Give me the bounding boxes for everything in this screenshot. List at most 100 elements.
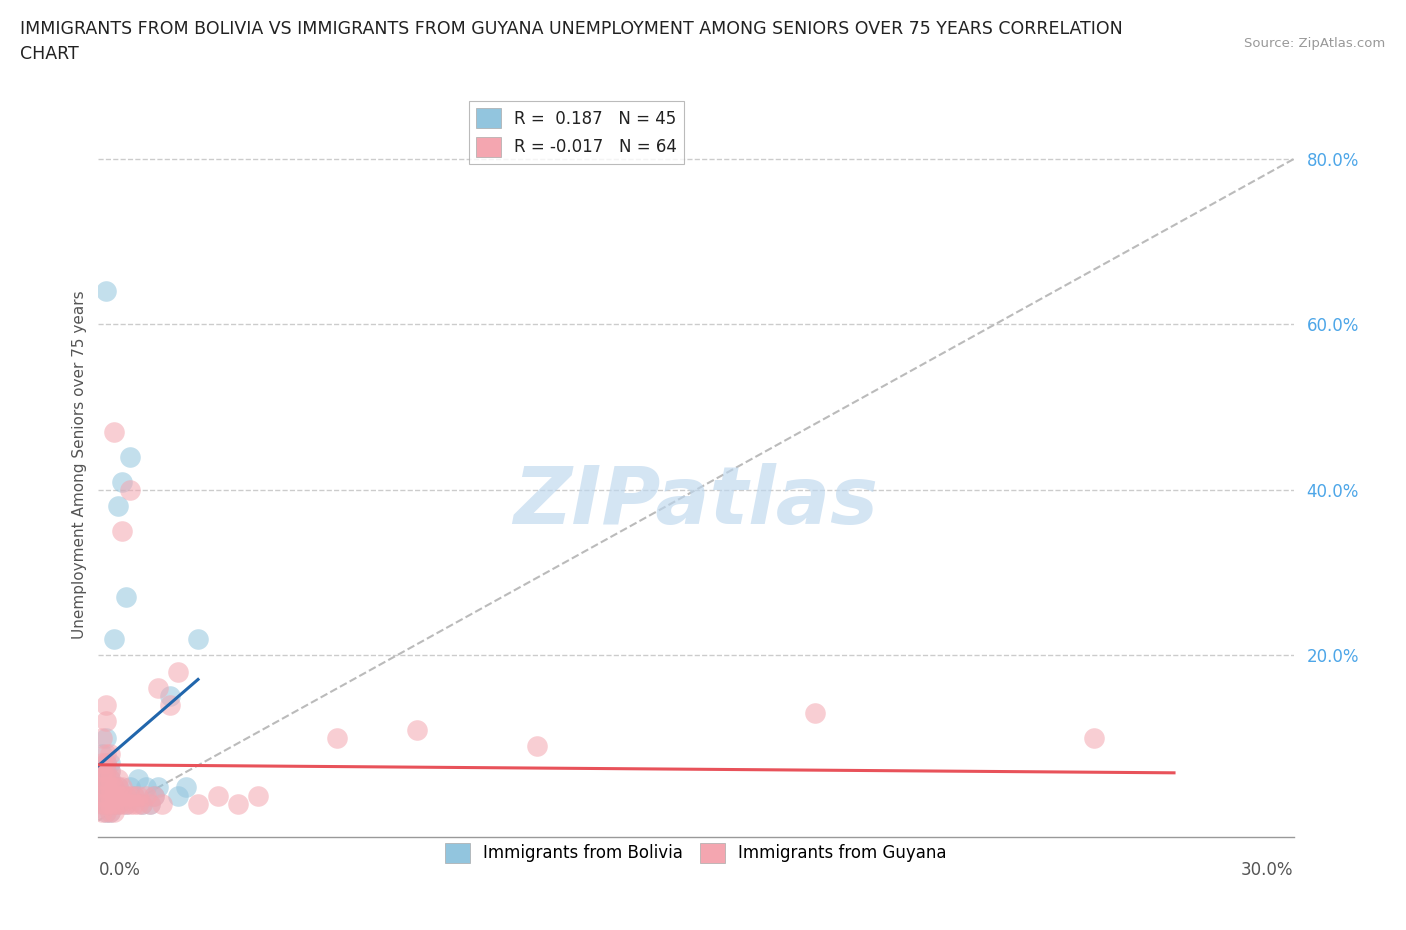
Point bbox=[167, 789, 190, 804]
Point bbox=[111, 789, 134, 804]
Point bbox=[107, 772, 129, 787]
Point bbox=[111, 780, 134, 795]
Point bbox=[115, 789, 138, 804]
Point bbox=[91, 772, 114, 787]
Point bbox=[91, 780, 114, 795]
Point bbox=[226, 796, 249, 811]
Point bbox=[124, 796, 146, 811]
Text: ZIPatlas: ZIPatlas bbox=[513, 463, 879, 541]
Point bbox=[207, 789, 229, 804]
Point bbox=[96, 789, 118, 804]
Point bbox=[120, 483, 142, 498]
Point bbox=[98, 764, 122, 778]
Point bbox=[98, 789, 122, 804]
Point bbox=[111, 796, 134, 811]
Point bbox=[148, 780, 170, 795]
Point bbox=[96, 789, 118, 804]
Point bbox=[135, 789, 157, 804]
Point bbox=[98, 755, 122, 770]
Point bbox=[98, 804, 122, 819]
Point bbox=[135, 780, 157, 795]
Point bbox=[115, 796, 138, 811]
Point bbox=[98, 764, 122, 778]
Point bbox=[107, 780, 129, 795]
Point bbox=[98, 772, 122, 787]
Point bbox=[91, 789, 114, 804]
Point bbox=[96, 780, 118, 795]
Point bbox=[96, 755, 118, 770]
Point bbox=[148, 681, 170, 696]
Point bbox=[131, 796, 153, 811]
Text: Source: ZipAtlas.com: Source: ZipAtlas.com bbox=[1244, 37, 1385, 50]
Point bbox=[96, 780, 118, 795]
Point bbox=[96, 714, 118, 729]
Point bbox=[143, 789, 166, 804]
Point bbox=[91, 764, 114, 778]
Point bbox=[103, 780, 125, 795]
Point bbox=[96, 747, 118, 762]
Point bbox=[98, 796, 122, 811]
Point bbox=[124, 789, 146, 804]
Point bbox=[98, 804, 122, 819]
Point bbox=[103, 631, 125, 646]
Point bbox=[103, 796, 125, 811]
Point bbox=[246, 789, 269, 804]
Point bbox=[120, 780, 142, 795]
Point bbox=[326, 730, 349, 745]
Point bbox=[96, 698, 118, 712]
Point bbox=[96, 796, 118, 811]
Point bbox=[96, 772, 118, 787]
Point bbox=[526, 738, 548, 753]
Point bbox=[96, 804, 118, 819]
Point bbox=[103, 789, 125, 804]
Point bbox=[98, 772, 122, 787]
Point bbox=[159, 689, 181, 704]
Point bbox=[103, 424, 125, 439]
Point bbox=[127, 789, 149, 804]
Text: CHART: CHART bbox=[20, 45, 79, 62]
Point bbox=[96, 764, 118, 778]
Point bbox=[107, 780, 129, 795]
Point bbox=[107, 498, 129, 513]
Point bbox=[115, 590, 138, 604]
Point bbox=[111, 524, 134, 538]
Point bbox=[91, 804, 114, 819]
Point bbox=[103, 789, 125, 804]
Point bbox=[120, 796, 142, 811]
Point bbox=[98, 796, 122, 811]
Point bbox=[804, 706, 827, 721]
Point bbox=[107, 789, 129, 804]
Point bbox=[127, 796, 149, 811]
Point bbox=[96, 772, 118, 787]
Point bbox=[96, 730, 118, 745]
Point bbox=[98, 789, 122, 804]
Point bbox=[187, 796, 209, 811]
Point bbox=[96, 804, 118, 819]
Point bbox=[120, 449, 142, 464]
Point bbox=[103, 804, 125, 819]
Text: IMMIGRANTS FROM BOLIVIA VS IMMIGRANTS FROM GUYANA UNEMPLOYMENT AMONG SENIORS OVE: IMMIGRANTS FROM BOLIVIA VS IMMIGRANTS FR… bbox=[20, 20, 1122, 38]
Point bbox=[174, 780, 197, 795]
Point bbox=[91, 796, 114, 811]
Point bbox=[159, 698, 181, 712]
Point bbox=[167, 664, 190, 679]
Point bbox=[124, 789, 146, 804]
Legend: Immigrants from Bolivia, Immigrants from Guyana: Immigrants from Bolivia, Immigrants from… bbox=[439, 836, 953, 870]
Point bbox=[115, 796, 138, 811]
Point bbox=[107, 796, 129, 811]
Point bbox=[131, 796, 153, 811]
Point bbox=[96, 755, 118, 770]
Point bbox=[150, 796, 173, 811]
Point bbox=[1083, 730, 1105, 745]
Point bbox=[91, 730, 114, 745]
Point bbox=[96, 284, 118, 299]
Point bbox=[96, 796, 118, 811]
Point bbox=[91, 755, 114, 770]
Point bbox=[91, 796, 114, 811]
Y-axis label: Unemployment Among Seniors over 75 years: Unemployment Among Seniors over 75 years bbox=[72, 291, 87, 639]
Point bbox=[103, 780, 125, 795]
Point bbox=[98, 747, 122, 762]
Point bbox=[406, 722, 429, 737]
Point bbox=[187, 631, 209, 646]
Point bbox=[91, 747, 114, 762]
